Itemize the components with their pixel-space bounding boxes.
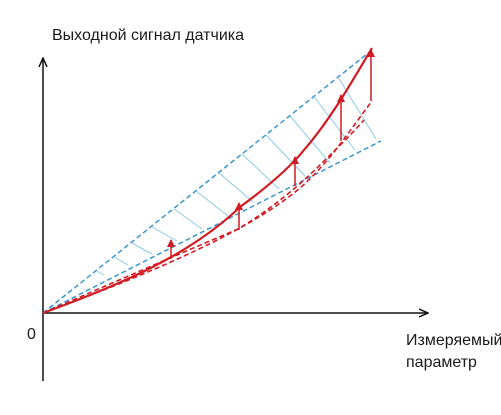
lower-blue-dashed-line <box>42 140 382 314</box>
hatch-line <box>96 270 105 276</box>
origin-label: 0 <box>27 326 36 343</box>
hatch-line <box>113 256 129 266</box>
upper-blue-dashed-line <box>42 49 373 314</box>
hatch-line <box>289 115 331 164</box>
hatch-line <box>241 153 280 190</box>
hatching-lines <box>96 76 377 276</box>
red-dashed-curve <box>42 100 373 314</box>
hatch-line <box>337 76 377 140</box>
hatch-line <box>195 190 229 217</box>
x-axis-label-line-1: Измеряемый <box>406 332 501 349</box>
hatch-line <box>313 96 356 151</box>
x-axis-label-line-2: параметр <box>406 354 477 371</box>
shift-arrows <box>167 49 375 259</box>
hatch-line <box>151 226 178 242</box>
y-axis-label: Выходной сигнал датчика <box>52 27 245 44</box>
hatch-line <box>173 208 203 230</box>
red-dashed-lower-line <box>42 119 365 314</box>
hatch-line <box>218 172 254 203</box>
red-solid-characteristic-curve <box>42 47 373 315</box>
x-axis-label: Измеряемый параметр <box>406 330 501 374</box>
hatch-line <box>265 134 306 177</box>
hatch-line <box>131 242 153 255</box>
